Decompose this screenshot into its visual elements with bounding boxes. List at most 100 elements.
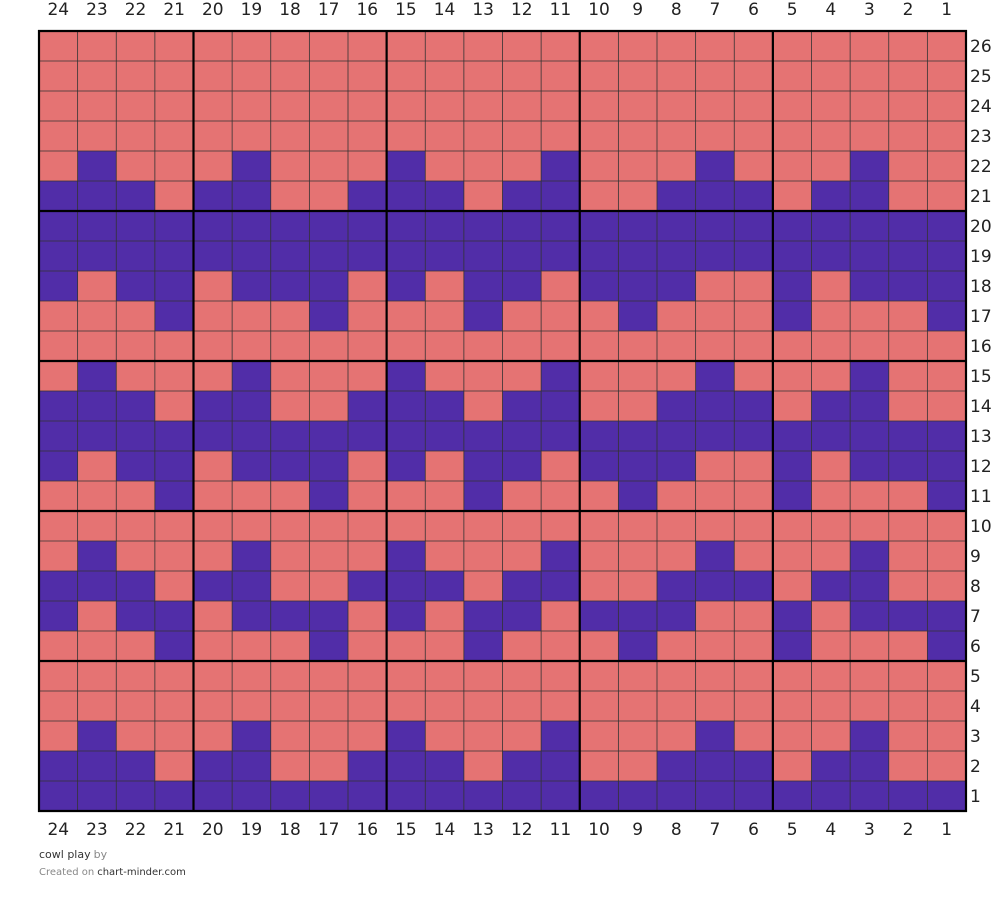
chart-cell-r3-c19 [232,721,272,752]
chart-cell-r20-c22 [116,211,156,242]
chart-cell-r6-c11 [541,631,581,662]
chart-cell-r12-c6 [734,451,774,482]
site-link[interactable]: chart-minder.com [97,867,186,878]
column-number-bottom: 5 [787,820,798,840]
chart-cell-r16-c5 [772,331,812,362]
chart-cell-r20-c11 [541,211,581,242]
chart-cell-r1-c4 [811,781,851,812]
chart-cell-r21-c2 [888,181,928,212]
chart-cell-r7-c17 [309,601,349,632]
chart-cell-r11-c14 [425,481,465,512]
chart-cell-r20-c23 [77,211,117,242]
chart-cell-r3-c17 [309,721,349,752]
chart-cell-r9-c21 [154,541,194,572]
chart-cell-r10-c15 [386,511,426,542]
chart-cell-r25-c6 [734,61,774,92]
chart-cell-r25-c5 [772,61,812,92]
chart-cell-r11-c12 [502,481,542,512]
chart-cell-r2-c22 [116,751,156,782]
chart-cell-r1-c8 [657,781,696,812]
chart-cell-r9-c16 [348,541,387,572]
chart-cell-r2-c9 [618,751,658,782]
chart-cell-r15-c12 [502,361,542,392]
chart-cell-r5-c19 [232,661,272,692]
chart-cell-r2-c16 [348,751,387,782]
chart-cell-r7-c4 [811,601,851,632]
chart-cell-r22-c8 [657,151,696,182]
chart-cell-r4-c11 [541,691,581,722]
chart-cell-r5-c8 [657,661,696,692]
chart-cell-r21-c3 [850,181,890,212]
chart-cell-r24-c21 [154,91,194,122]
chart-cell-r18-c16 [348,271,387,302]
chart-cell-r5-c22 [116,661,156,692]
chart-cell-r3-c20 [193,721,233,752]
row-number: 14 [970,397,992,417]
column-number-top: 13 [472,0,494,20]
column-number-bottom: 19 [241,820,263,840]
column-number-top: 9 [632,0,643,20]
chart-cell-r19-c22 [116,241,156,272]
chart-cell-r7-c2 [888,601,928,632]
chart-cell-r13-c11 [541,421,581,452]
chart-cell-r21-c7 [695,181,735,212]
chart-cell-r18-c21 [154,271,194,302]
chart-cell-r23-c16 [348,121,387,152]
chart-cell-r21-c10 [579,181,619,212]
column-number-bottom: 2 [903,820,914,840]
chart-cell-r22-c6 [734,151,774,182]
chart-cell-r23-c8 [657,121,696,152]
chart-cell-r24-c16 [348,91,387,122]
chart-cell-r15-c18 [270,361,310,392]
column-number-top: 21 [163,0,185,20]
chart-cell-r13-c4 [811,421,851,452]
column-number-bottom: 24 [47,820,69,840]
chart-title[interactable]: cowl play [39,848,91,861]
chart-cell-r18-c1 [927,271,967,302]
chart-cell-r12-c15 [386,451,426,482]
chart-cell-r25-c16 [348,61,387,92]
chart-cell-r11-c20 [193,481,233,512]
chart-cell-r21-c8 [657,181,696,212]
chart-cell-r19-c21 [154,241,194,272]
chart-cell-r26-c24 [39,31,78,62]
chart-cell-r17-c20 [193,301,233,332]
chart-cell-r5-c24 [39,661,78,692]
column-number-top: 14 [434,0,456,20]
chart-cell-r3-c4 [811,721,851,752]
chart-cell-r21-c23 [77,181,117,212]
chart-cell-r4-c20 [193,691,233,722]
chart-cell-r26-c3 [850,31,890,62]
chart-cell-r17-c24 [39,301,78,332]
chart-cell-r10-c23 [77,511,117,542]
chart-cell-r1-c2 [888,781,928,812]
chart-cell-r20-c10 [579,211,619,242]
chart-cell-r17-c19 [232,301,272,332]
column-number-bottom: 22 [125,820,147,840]
credit-by: by [93,848,108,861]
chart-cell-r13-c19 [232,421,272,452]
chart-cell-r6-c15 [386,631,426,662]
chart-cell-r10-c1 [927,511,967,542]
chart-cell-r10-c7 [695,511,735,542]
chart-cell-r7-c23 [77,601,117,632]
row-number: 18 [970,277,992,297]
chart-cell-r24-c10 [579,91,619,122]
chart-cell-r15-c6 [734,361,774,392]
chart-cell-r17-c10 [579,301,619,332]
row-number: 4 [970,697,981,717]
chart-cell-r9-c8 [657,541,696,572]
chart-cell-r4-c14 [425,691,465,722]
chart-cell-r18-c19 [232,271,272,302]
chart-cell-r16-c16 [348,331,387,362]
chart-cell-r7-c5 [772,601,812,632]
chart-cell-r24-c13 [463,91,503,122]
chart-cell-r17-c4 [811,301,851,332]
chart-cell-r16-c14 [425,331,465,362]
column-number-top: 1 [941,0,952,20]
chart-cell-r5-c23 [77,661,117,692]
chart-cell-r23-c15 [386,121,426,152]
chart-cell-r5-c4 [811,661,851,692]
chart-cell-r22-c4 [811,151,851,182]
chart-cell-r15-c19 [232,361,272,392]
